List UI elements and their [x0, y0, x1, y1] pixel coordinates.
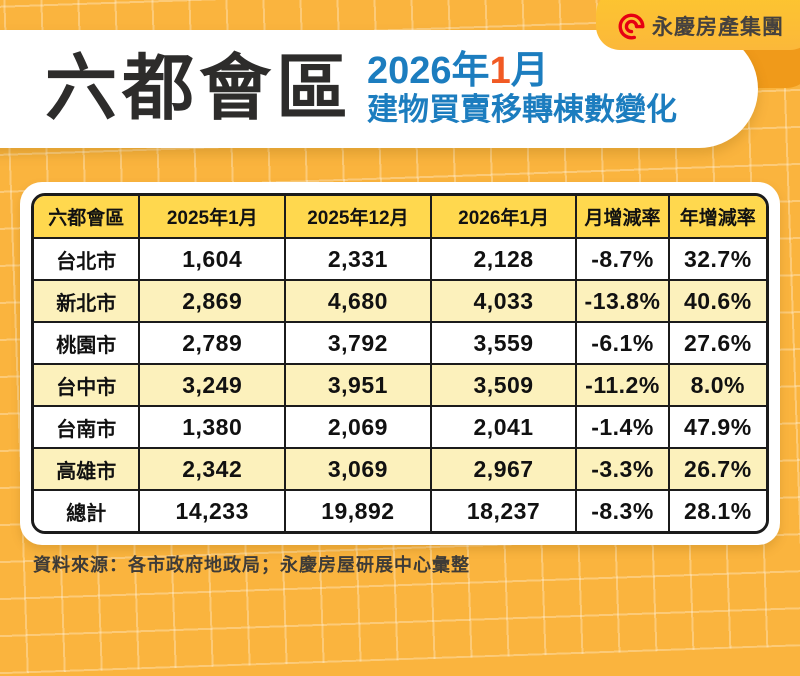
cell-region: 高雄市 — [34, 447, 141, 492]
cell-value: 2,967 — [429, 447, 578, 492]
brand-logo-icon — [618, 13, 645, 40]
data-source-note: 資料來源：各市政府地政局；永慶房屋研展中心彙整 — [33, 555, 470, 575]
col-header-mom-rate: 月增減率 — [575, 196, 670, 239]
table-row-kaohsiung: 高雄市 2,342 3,069 2,967 -3.3% 26.7% — [34, 447, 766, 492]
cell-value: 2,869 — [138, 279, 287, 324]
cell-yoy-rate: 8.0% — [667, 363, 766, 408]
cell-value: 2,128 — [429, 236, 578, 282]
cell-region: 新北市 — [34, 279, 141, 324]
cell-yoy-rate: 40.6% — [667, 279, 766, 324]
cell-value: 1,604 — [138, 236, 287, 282]
cell-value: 2,342 — [138, 447, 287, 492]
cell-value: 4,033 — [429, 279, 578, 324]
cell-region: 桃園市 — [34, 321, 141, 366]
cell-value: 3,951 — [284, 363, 432, 408]
table-row-newtaipei: 新北市 2,869 4,680 4,033 -13.8% 40.6% — [34, 279, 766, 324]
table-row-taipei: 台北市 1,604 2,331 2,128 -8.7% 32.7% — [34, 236, 766, 282]
cell-mom-rate: -8.7% — [575, 236, 670, 282]
cell-region: 台中市 — [34, 363, 141, 408]
subtitle-month-number: 1 — [489, 50, 511, 93]
data-table-card: 六都會區 2025年1月 2025年12月 2026年1月 月增減率 年增減率 … — [20, 182, 780, 545]
col-header-region: 六都會區 — [34, 196, 141, 239]
cell-value: 1,380 — [138, 405, 287, 450]
col-header-2025-dec: 2025年12月 — [284, 196, 432, 239]
brand-logo-text: 永慶房產集團 — [652, 16, 784, 39]
cell-value: 3,069 — [284, 447, 432, 492]
page-title: 六都會區 — [45, 49, 354, 129]
table-header-row: 六都會區 2025年1月 2025年12月 2026年1月 月增減率 年增減率 — [34, 196, 766, 239]
cell-yoy-rate: 26.7% — [667, 447, 766, 492]
cell-value: 2,069 — [284, 405, 432, 450]
cell-region-total: 總計 — [34, 489, 141, 531]
cell-value: 4,680 — [284, 279, 432, 324]
transfer-data-table: 六都會區 2025年1月 2025年12月 2026年1月 月增減率 年增減率 … — [34, 196, 766, 531]
brand-logo-badge: 永慶房產集團 — [596, 0, 800, 50]
cell-mom-rate: -8.3% — [575, 489, 670, 531]
col-header-2026-jan: 2026年1月 — [429, 196, 578, 239]
cell-mom-rate: -6.1% — [575, 321, 670, 366]
col-header-2025-jan: 2025年1月 — [138, 196, 287, 239]
cell-value: 18,237 — [429, 489, 578, 531]
cell-yoy-rate: 32.7% — [667, 236, 766, 282]
cell-yoy-rate: 28.1% — [667, 489, 766, 531]
cell-yoy-rate: 27.6% — [667, 321, 766, 366]
cell-yoy-rate: 47.9% — [667, 405, 766, 450]
cell-value: 2,331 — [284, 236, 432, 282]
cell-mom-rate: -3.3% — [575, 447, 670, 492]
table-row-tainan: 台南市 1,380 2,069 2,041 -1.4% 47.9% — [34, 405, 766, 450]
cell-value: 3,249 — [138, 363, 287, 408]
page-subtitle: 2026年1月 建物買賣移轉棟數變化 — [367, 50, 677, 127]
subtitle-month-unit: 月 — [510, 50, 549, 93]
table-row-total: 總計 14,233 19,892 18,237 -8.3% 28.1% — [34, 489, 766, 531]
col-header-yoy-rate: 年增減率 — [667, 196, 766, 239]
table-row-taoyuan: 桃園市 2,789 3,792 3,559 -6.1% 27.6% — [34, 321, 766, 366]
subtitle-period: 2026年1月 — [367, 50, 677, 93]
cell-value: 3,509 — [429, 363, 578, 408]
data-table-frame: 六都會區 2025年1月 2025年12月 2026年1月 月增減率 年增減率 … — [31, 193, 769, 534]
cell-region: 台北市 — [34, 236, 141, 282]
cell-value: 2,789 — [138, 321, 287, 366]
cell-value: 14,233 — [138, 489, 287, 531]
subtitle-description: 建物買賣移轉棟數變化 — [367, 91, 678, 127]
cell-value: 2,041 — [429, 405, 578, 450]
cell-region: 台南市 — [34, 405, 141, 450]
cell-mom-rate: -1.4% — [575, 405, 670, 450]
cell-value: 19,892 — [284, 489, 432, 531]
cell-mom-rate: -11.2% — [575, 363, 670, 408]
table-row-taichung: 台中市 3,249 3,951 3,509 -11.2% 8.0% — [34, 363, 766, 408]
cell-value: 3,559 — [429, 321, 578, 366]
subtitle-year: 2026年 — [367, 50, 490, 93]
cell-mom-rate: -13.8% — [575, 279, 670, 324]
cell-value: 3,792 — [284, 321, 432, 366]
